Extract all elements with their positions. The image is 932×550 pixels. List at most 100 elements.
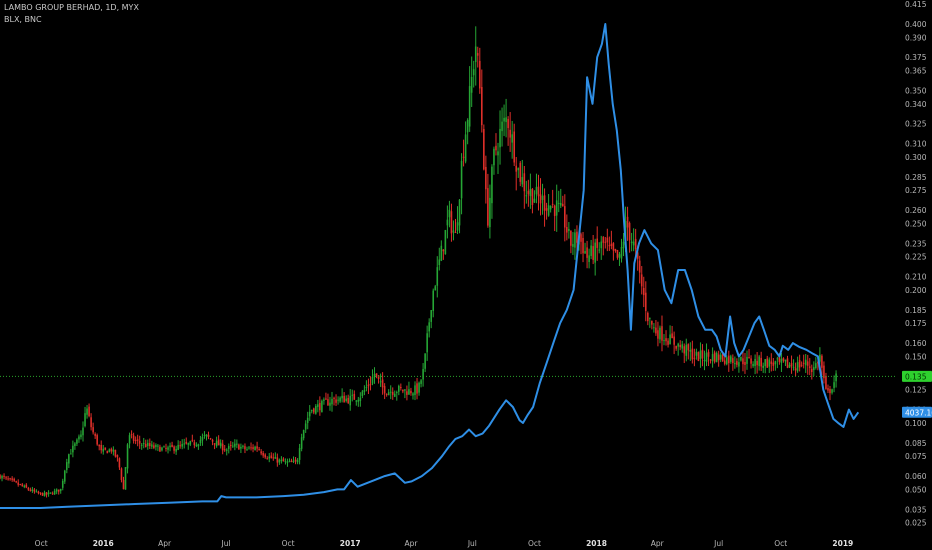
candle-body (262, 452, 264, 456)
candle-body (485, 166, 487, 190)
candle-body (179, 445, 181, 447)
candle-body (647, 312, 649, 322)
y-tick-label: 0.085 (905, 439, 927, 448)
candle-body (274, 456, 277, 459)
candle-body (450, 211, 453, 234)
candle-body (408, 389, 410, 395)
candle-body (74, 443, 76, 446)
candle-body (831, 389, 833, 393)
candle-body (248, 447, 250, 449)
candle-body (434, 286, 437, 291)
candle-body (359, 397, 362, 401)
candle-body (25, 484, 28, 488)
candle-body (610, 243, 613, 246)
candle-body (732, 358, 734, 363)
candle-body (252, 447, 254, 449)
candle-body (713, 352, 716, 362)
candle-body (191, 439, 194, 441)
candle-body (683, 346, 686, 354)
candle-body (653, 327, 655, 329)
candle-body (677, 343, 679, 347)
candle-body (45, 492, 48, 495)
candle-body (740, 356, 742, 361)
y-tick-label: 0.175 (905, 319, 927, 328)
candle-body (385, 393, 388, 395)
candle-body (102, 448, 105, 452)
candle-body (47, 492, 50, 495)
candle-body (786, 358, 789, 368)
candle-body (238, 444, 240, 450)
candle-body (468, 86, 471, 127)
candle-body (161, 447, 163, 451)
candle-body (37, 491, 40, 494)
candle-body (120, 468, 123, 480)
candle-body (630, 241, 633, 244)
candle-body (790, 362, 793, 367)
candle-body (296, 460, 299, 463)
candle-body (600, 241, 603, 249)
candle-body (167, 447, 169, 450)
candle-body (337, 399, 339, 401)
candle-body (442, 249, 445, 252)
y-tick-label: 0.325 (905, 120, 927, 129)
candle-body (86, 408, 88, 415)
candle-body (128, 435, 131, 444)
x-tick-label: 2018 (586, 539, 607, 548)
candle-body (57, 489, 60, 492)
candle-body (256, 446, 258, 449)
candle-body (472, 69, 475, 76)
candle-body (92, 427, 94, 433)
candle-body (476, 53, 479, 56)
candle-body (709, 359, 712, 361)
candle-body (110, 448, 113, 452)
candle-body (802, 362, 805, 364)
candle-body (717, 354, 720, 361)
candle-body (815, 363, 817, 369)
candle-body (173, 446, 175, 451)
candle-body (727, 355, 730, 364)
candle-body (11, 478, 13, 480)
candle-body (758, 356, 760, 367)
x-tick-label: 2019 (832, 539, 853, 548)
candle-body (389, 391, 392, 393)
candle-body (270, 455, 273, 459)
candle-body (371, 376, 374, 384)
candle-body (426, 333, 428, 353)
candle-body (649, 317, 651, 319)
candle-body (280, 459, 283, 461)
candle-body (404, 389, 406, 391)
candle-body (341, 395, 343, 399)
candle-body (90, 417, 92, 428)
candle-body (825, 376, 827, 389)
candle-body (395, 392, 398, 394)
candle-body (207, 434, 210, 437)
candle-body (541, 195, 544, 200)
candle-body (730, 356, 732, 362)
candle-body (400, 386, 402, 389)
candle-body (106, 450, 109, 454)
x-axis[interactable]: Oct 2016 Apr Jul Oct 2017 Apr Jul Oct 2018 Apr Jul O… (0, 533, 932, 550)
candle-body (529, 189, 532, 197)
candle-body (612, 243, 615, 251)
candle-body (422, 369, 424, 380)
candle-body (325, 398, 327, 400)
candle-body (659, 327, 661, 340)
candle-body (9, 478, 11, 480)
candle-body (444, 230, 447, 255)
candle-body (151, 444, 153, 447)
candle-body (414, 385, 416, 396)
candle-body (286, 461, 289, 463)
candle-body (574, 232, 576, 248)
candle-body (329, 402, 331, 406)
candle-body (766, 358, 769, 368)
candle-body (584, 251, 586, 254)
candle-body (412, 393, 414, 396)
candle-body (155, 445, 157, 447)
candle-body (317, 404, 319, 407)
y-axis[interactable]: 0.0250.0350.0500.0600.0750.0850.1000.110… (895, 0, 932, 550)
candle-body (614, 249, 617, 251)
candle-body (746, 356, 748, 364)
candle-body (679, 344, 682, 348)
candle-body (355, 400, 358, 402)
